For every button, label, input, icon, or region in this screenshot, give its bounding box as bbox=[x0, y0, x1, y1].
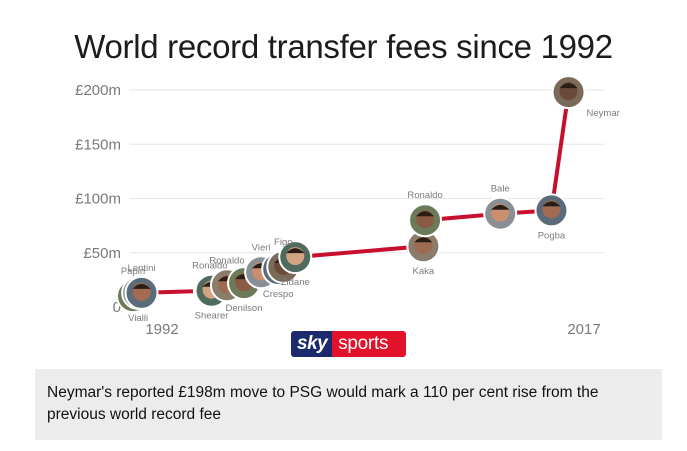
player-label: Kaka bbox=[413, 266, 435, 277]
player-marker bbox=[278, 240, 313, 275]
player-label: Bale bbox=[491, 184, 510, 195]
player-marker bbox=[551, 75, 586, 110]
player-labels: Papin Vialli Lentini Ronaldo Shearer Ronaldo D… bbox=[121, 108, 620, 324]
y-tick-label: £150m bbox=[75, 136, 121, 153]
player-marker bbox=[534, 193, 569, 228]
player-label: Ronaldo bbox=[209, 255, 244, 266]
player-label: Ronaldo bbox=[407, 190, 442, 201]
marker-hair bbox=[414, 237, 433, 243]
marker-hair bbox=[416, 211, 435, 217]
y-tick-label: £50m bbox=[83, 245, 121, 262]
player-label: Pogba bbox=[538, 230, 566, 241]
player-label: Papin bbox=[121, 266, 145, 277]
player-markers bbox=[116, 75, 586, 314]
caption-box: Neymar's reported £198m move to PSG woul… bbox=[35, 369, 662, 440]
y-axis-ticks: 0 £50m £100m £150m £200m bbox=[75, 82, 121, 316]
x-tick-label: 2017 bbox=[567, 321, 600, 338]
player-label: Crespo bbox=[263, 289, 294, 300]
marker-hair bbox=[286, 248, 305, 254]
player-label: Lentini bbox=[128, 263, 156, 274]
marker-hair bbox=[132, 283, 151, 289]
player-label: Vialli bbox=[128, 313, 148, 324]
x-tick-label: 1992 bbox=[145, 321, 178, 338]
player-label: Ronaldo bbox=[192, 261, 227, 272]
player-marker bbox=[483, 196, 518, 231]
marker-hair bbox=[542, 201, 561, 207]
player-marker bbox=[124, 275, 159, 310]
y-tick-label: £100m bbox=[75, 191, 121, 208]
player-label: Denilson bbox=[226, 303, 263, 314]
marker-hair bbox=[491, 204, 510, 210]
player-label: Figo bbox=[274, 237, 292, 248]
logo-sports-text: sports bbox=[332, 331, 406, 357]
player-label: Shearer bbox=[195, 311, 229, 322]
chart-title: World record transfer fees since 1992 bbox=[74, 28, 613, 65]
player-marker bbox=[408, 203, 443, 238]
logo-sky-text: sky bbox=[291, 331, 333, 357]
grid-layer bbox=[130, 89, 605, 254]
player-label: Neymar bbox=[587, 108, 620, 119]
y-tick-label: £200m bbox=[75, 82, 121, 99]
marker-hair bbox=[559, 83, 578, 89]
player-label: Zidane bbox=[281, 277, 310, 288]
caption-text: Neymar's reported £198m move to PSG woul… bbox=[47, 384, 599, 423]
x-axis-ticks: 1992 2017 bbox=[145, 321, 600, 338]
sky-sports-logo: sky sports bbox=[291, 331, 406, 357]
y-tick-label: 0 bbox=[113, 299, 121, 316]
player-label: Vieri bbox=[252, 242, 271, 253]
